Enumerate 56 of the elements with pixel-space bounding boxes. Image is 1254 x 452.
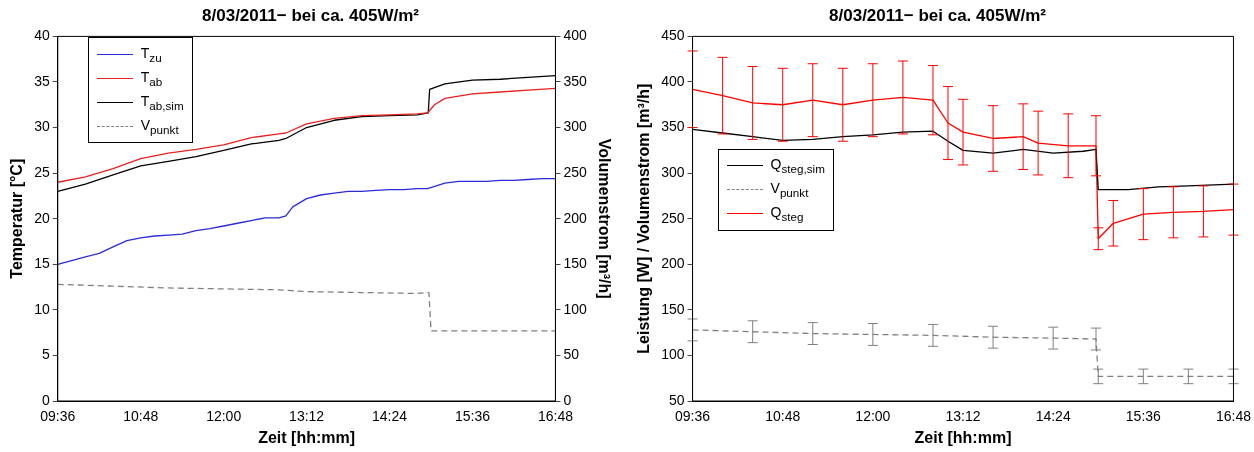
- x-tick-label: 14:24: [372, 408, 408, 425]
- x-tick-label: 16:48: [1215, 408, 1252, 425]
- x-tick-label: 10:48: [765, 408, 801, 425]
- x-tick-label: 09:36: [40, 408, 76, 425]
- y-tick-label: 350: [661, 118, 685, 135]
- legend-label: T$_{ab}$: [140, 68, 163, 88]
- y-tick-label: 100: [661, 346, 685, 363]
- y-tick-label: 15: [34, 255, 50, 272]
- y2-tick-label: 100: [563, 300, 588, 317]
- x-tick-label: 15:36: [1125, 408, 1162, 425]
- y-axis-title: Temperatur [°C]: [8, 158, 26, 279]
- y-tick-label: 10: [34, 300, 50, 317]
- x-tick-label: 12:00: [855, 408, 891, 425]
- y-tick-label: 30: [34, 118, 50, 135]
- y-tick-label: 25: [34, 163, 50, 180]
- y2-tick-label: 250: [563, 163, 588, 180]
- y-tick-label: 400: [661, 72, 685, 89]
- legend-label: T$_{zu}$: [140, 44, 162, 64]
- y-tick-label: 20: [34, 209, 50, 226]
- x-tick-label: 10:48: [123, 408, 159, 425]
- chart-title: 8/03/2011− bei ca. 405W/m²: [829, 5, 1047, 25]
- y-axis-title: Leistung [W] / Volumenstrom [m³/h]: [635, 83, 653, 354]
- x-tick-label: 13:12: [945, 408, 981, 425]
- x-tick-label: 14:24: [1035, 408, 1071, 425]
- y-tick-label: 50: [668, 391, 685, 408]
- y2-tick-label: 350: [563, 72, 588, 89]
- y-tick-label: 35: [34, 72, 50, 89]
- legend-label: Q$_{steg,sim}$: [770, 156, 825, 175]
- x-tick-label: 09:36: [675, 408, 711, 425]
- x-tick-label: 15:36: [454, 408, 491, 425]
- line-series: [57, 283, 556, 332]
- legend-label: V$_{punkt}$: [770, 180, 809, 199]
- legend-label: V$_{punkt}$: [140, 116, 179, 136]
- y-tick-label: 0: [41, 391, 50, 408]
- y2-tick-label: 0: [563, 391, 572, 408]
- x-tick-label: 13:12: [289, 408, 325, 425]
- y2-tick-label: 400: [563, 27, 588, 44]
- y-tick-label: 250: [661, 209, 685, 226]
- y-tick-label: 40: [34, 27, 50, 44]
- y-tick-label: 150: [661, 300, 685, 317]
- x-tick-label: 16:48: [537, 408, 574, 425]
- y2-tick-label: 50: [563, 346, 580, 363]
- y-tick-label: 5: [41, 346, 50, 363]
- x-axis-title: Zeit [hh:mm]: [914, 428, 1012, 446]
- y2-tick-label: 200: [563, 209, 588, 226]
- y2-tick-label: 150: [563, 255, 588, 272]
- y-tick-label: 300: [661, 163, 685, 180]
- y-tick-label: 450: [661, 27, 685, 44]
- legend-label: T$_{ab,sim}$: [140, 92, 184, 112]
- legend-label: Q$_{steg}$: [770, 204, 804, 223]
- y2-tick-label: 300: [563, 118, 588, 135]
- y-tick-label: 200: [661, 255, 685, 272]
- chart-title: 8/03/2011− bei ca. 405W/m²: [202, 5, 420, 25]
- x-tick-label: 12:00: [206, 408, 242, 425]
- x-axis-title: Zeit [hh:mm]: [258, 428, 356, 446]
- y2-axis-title: Volumenstrom [m³/h]: [595, 138, 613, 299]
